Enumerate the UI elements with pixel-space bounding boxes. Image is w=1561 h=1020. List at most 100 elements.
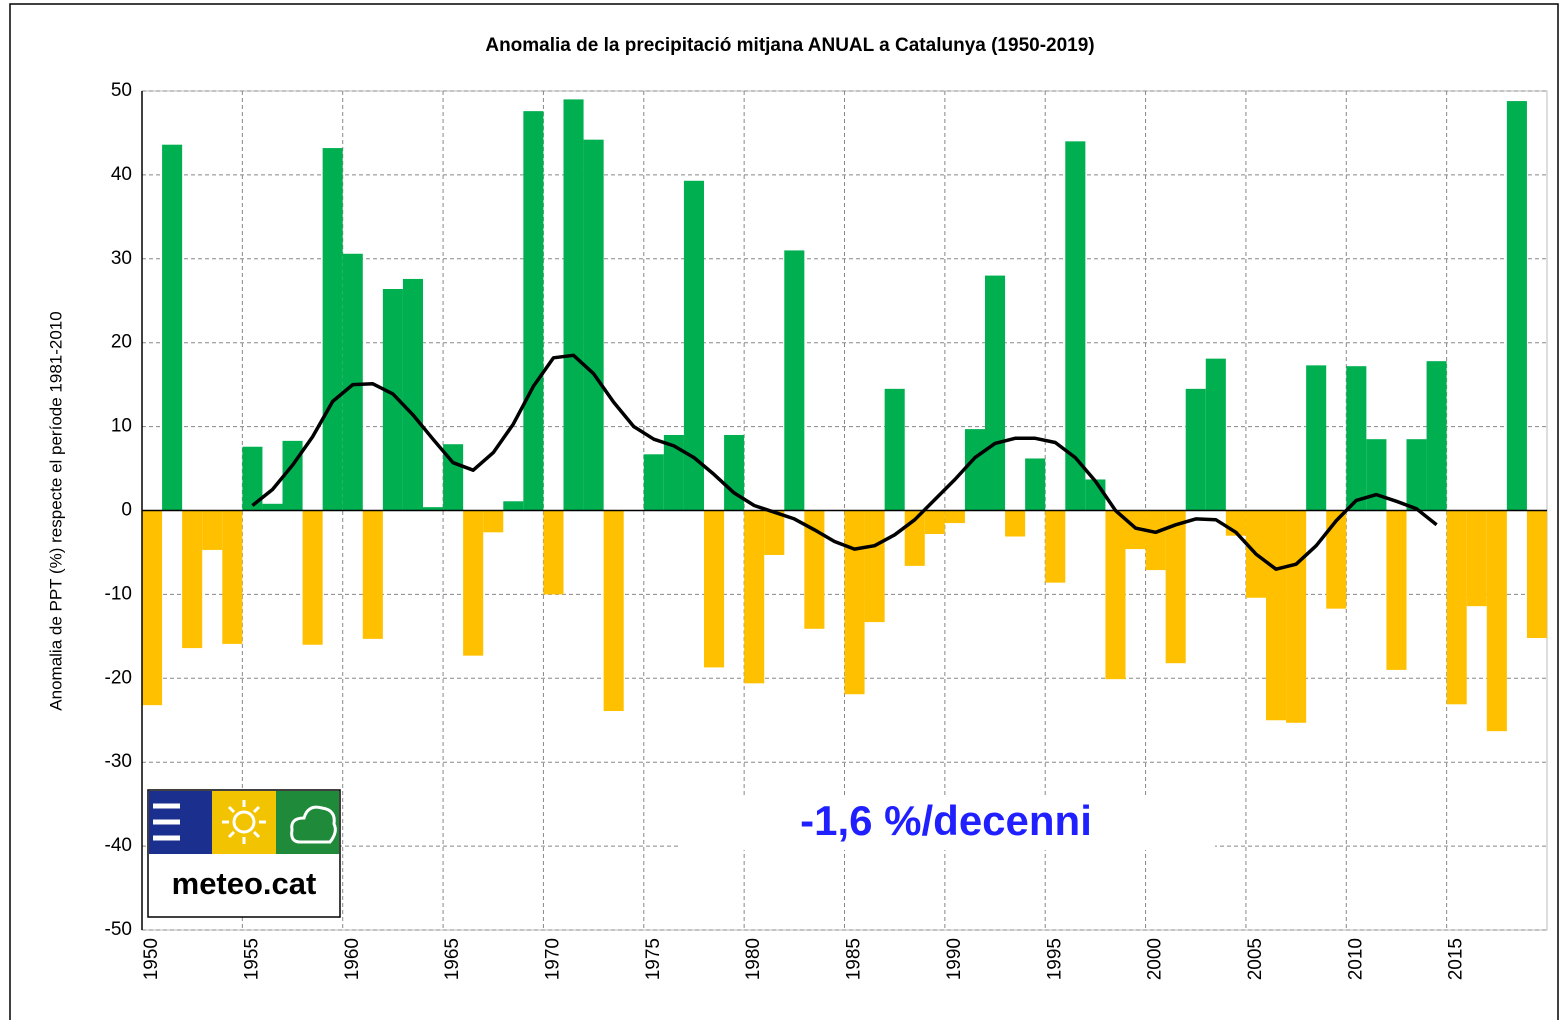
bar	[402, 278, 423, 511]
chart-title: Anomalia de la precipitació mitjana ANUA…	[485, 35, 1094, 56]
x-tick-label: 1980	[743, 938, 764, 980]
bar	[683, 180, 704, 511]
bar	[603, 510, 624, 712]
bar	[382, 289, 403, 511]
x-tick-label: 1990	[944, 938, 965, 980]
bar	[1466, 510, 1487, 607]
x-tick-label: 2000	[1145, 938, 1166, 980]
bar	[503, 501, 524, 511]
bar	[483, 510, 504, 533]
bar	[1105, 510, 1126, 680]
x-tick-label: 1955	[241, 938, 262, 980]
bar	[463, 510, 484, 656]
y-tick-label: -30	[105, 751, 132, 772]
y-tick-label: 10	[111, 416, 132, 437]
x-tick-label: 1985	[844, 938, 865, 980]
y-tick-label: 40	[111, 164, 132, 185]
bar	[563, 99, 584, 511]
bar	[1426, 361, 1447, 511]
x-tick-label: 2015	[1446, 938, 1467, 980]
bar	[1165, 510, 1186, 664]
bar	[784, 250, 805, 511]
bar	[1326, 510, 1347, 609]
annotation: -1,6 %/decenni	[800, 797, 1092, 844]
bar	[663, 434, 684, 511]
y-tick-label: -50	[105, 919, 132, 940]
bar	[864, 510, 885, 623]
x-tick-label: 1960	[342, 938, 363, 980]
bar	[342, 253, 363, 511]
bar	[1506, 101, 1527, 511]
bar	[764, 510, 785, 555]
bar	[844, 510, 865, 695]
bar	[222, 510, 243, 644]
bar	[142, 510, 163, 706]
x-tick-label: 1965	[442, 938, 463, 980]
bar	[242, 446, 263, 511]
x-tick-label: 1950	[141, 938, 162, 980]
bar	[704, 510, 725, 668]
bar	[1145, 510, 1166, 571]
bar	[804, 510, 825, 629]
bar	[1266, 510, 1287, 721]
bar	[1185, 388, 1206, 511]
x-tick-label: 1995	[1044, 938, 1065, 980]
bar	[1486, 510, 1507, 732]
bar	[1045, 510, 1066, 583]
bar	[583, 139, 604, 511]
logo: meteo.cat	[147, 789, 341, 918]
bar	[543, 510, 564, 595]
logo-green	[276, 791, 339, 854]
y-tick-label: -10	[105, 583, 132, 604]
bar	[423, 507, 444, 511]
y-tick-label: 30	[111, 248, 132, 269]
x-tick-label: 1975	[643, 938, 664, 980]
x-tick-label: 2010	[1345, 938, 1366, 980]
plot-area: -50 -40 -30 -20 -10 0 10 20 30 40 50 1950 1955 1960 19…	[105, 80, 1548, 980]
bar	[1406, 439, 1427, 511]
y-tick-label: 0	[121, 500, 132, 521]
bar	[924, 510, 945, 534]
bar	[523, 111, 544, 511]
bar	[1065, 141, 1086, 511]
bar	[1386, 510, 1407, 670]
bar	[985, 275, 1006, 511]
chart-frame	[9, 3, 1559, 1020]
bar	[884, 388, 905, 511]
bar	[322, 148, 343, 511]
bar	[643, 454, 664, 511]
x-tick-label: 1970	[542, 938, 563, 980]
logo-text: meteo.cat	[172, 866, 317, 901]
bar	[202, 510, 223, 550]
bar	[1446, 510, 1467, 705]
bar	[362, 510, 383, 639]
annotation-box	[680, 796, 1215, 850]
bar	[162, 144, 183, 511]
bar	[964, 429, 985, 511]
bar	[1005, 510, 1026, 537]
logo-lines	[153, 803, 180, 841]
bar	[1366, 439, 1387, 511]
bar	[443, 444, 464, 511]
logo-cloud	[290, 805, 337, 844]
bar	[1526, 510, 1547, 639]
bar	[1025, 458, 1046, 511]
bar	[1346, 366, 1367, 511]
bar	[724, 434, 745, 511]
x-tick-label: 2005	[1245, 938, 1266, 980]
bar	[1205, 358, 1226, 511]
logo-sun	[222, 800, 266, 844]
bar	[1286, 510, 1307, 723]
bar	[262, 503, 283, 511]
y-tick-label: -20	[105, 667, 132, 688]
bar	[182, 510, 203, 649]
trend-line	[251, 353, 1438, 571]
bar	[302, 510, 323, 645]
bar	[744, 510, 765, 684]
bar	[1306, 365, 1327, 511]
y-tick-label: 20	[111, 332, 132, 353]
y-tick-label: -40	[105, 835, 132, 856]
bar	[944, 510, 965, 524]
y-axis-label: Anomalia de PPT (%) respecte el període …	[46, 311, 65, 710]
